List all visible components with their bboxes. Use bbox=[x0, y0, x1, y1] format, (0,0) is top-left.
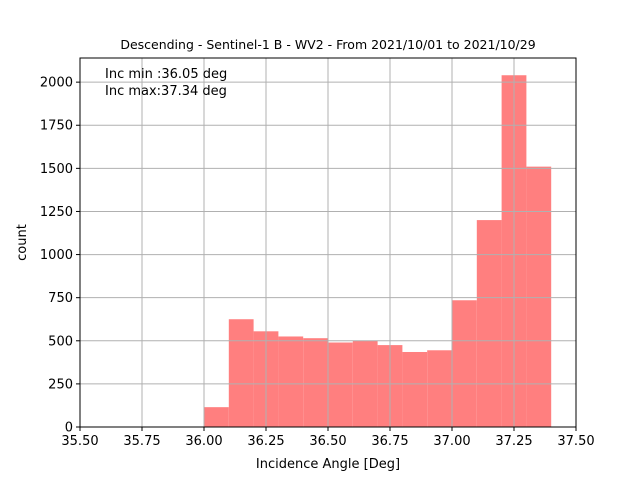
annotation-inc-max: Inc max:37.34 deg bbox=[105, 84, 227, 99]
y-tick-label: 2000 bbox=[40, 76, 73, 91]
y-tick-label: 1500 bbox=[40, 162, 73, 177]
x-tick-label: 36.50 bbox=[309, 434, 346, 449]
y-tick-label: 500 bbox=[48, 334, 73, 349]
y-axis-label: count bbox=[15, 224, 30, 261]
y-tick-label: 1750 bbox=[40, 119, 73, 134]
y-tick-label: 1000 bbox=[40, 248, 73, 263]
x-tick-label: 37.00 bbox=[433, 434, 470, 449]
x-tick-label: 37.25 bbox=[495, 434, 532, 449]
histogram-bar-11 bbox=[476, 220, 502, 427]
x-tick-label: 36.75 bbox=[371, 434, 408, 449]
y-tick-label: 750 bbox=[48, 291, 73, 306]
x-tick-label: 36.25 bbox=[247, 434, 284, 449]
histogram-bar-8 bbox=[402, 351, 428, 427]
histogram-bar-0 bbox=[204, 407, 229, 427]
histogram-bar-10 bbox=[452, 300, 477, 427]
x-tick-label: 36.00 bbox=[185, 434, 222, 449]
x-axis-label: Incidence Angle [Deg] bbox=[256, 457, 400, 472]
y-tick-label: 250 bbox=[48, 377, 73, 392]
bars-group bbox=[204, 75, 552, 428]
x-ticks: 35.50 35.75 36.00 36.25 36.50 36.75 37.00 37.25… bbox=[61, 427, 595, 449]
chart-title: Descending - Sentinel-1 B - WV2 - From 2… bbox=[120, 37, 535, 52]
histogram-bar-5 bbox=[328, 342, 353, 427]
x-tick-label: 35.75 bbox=[123, 434, 160, 449]
histogram-bar-13 bbox=[526, 166, 552, 427]
x-tick-label: 35.50 bbox=[61, 434, 98, 449]
y-tick-label: 0 bbox=[65, 421, 73, 436]
histogram-bar-1 bbox=[228, 319, 254, 427]
y-ticks: 0 250 500 750 1000 1250 1500 1750 2000 bbox=[40, 76, 80, 436]
histogram-bar-9 bbox=[427, 350, 452, 427]
annotation-inc-min: Inc min :36.05 deg bbox=[105, 67, 227, 82]
y-tick-label: 1250 bbox=[40, 205, 73, 220]
x-tick-label: 37.50 bbox=[557, 434, 594, 449]
histogram-bar-3 bbox=[278, 336, 304, 427]
histogram-bar-4 bbox=[303, 338, 328, 427]
